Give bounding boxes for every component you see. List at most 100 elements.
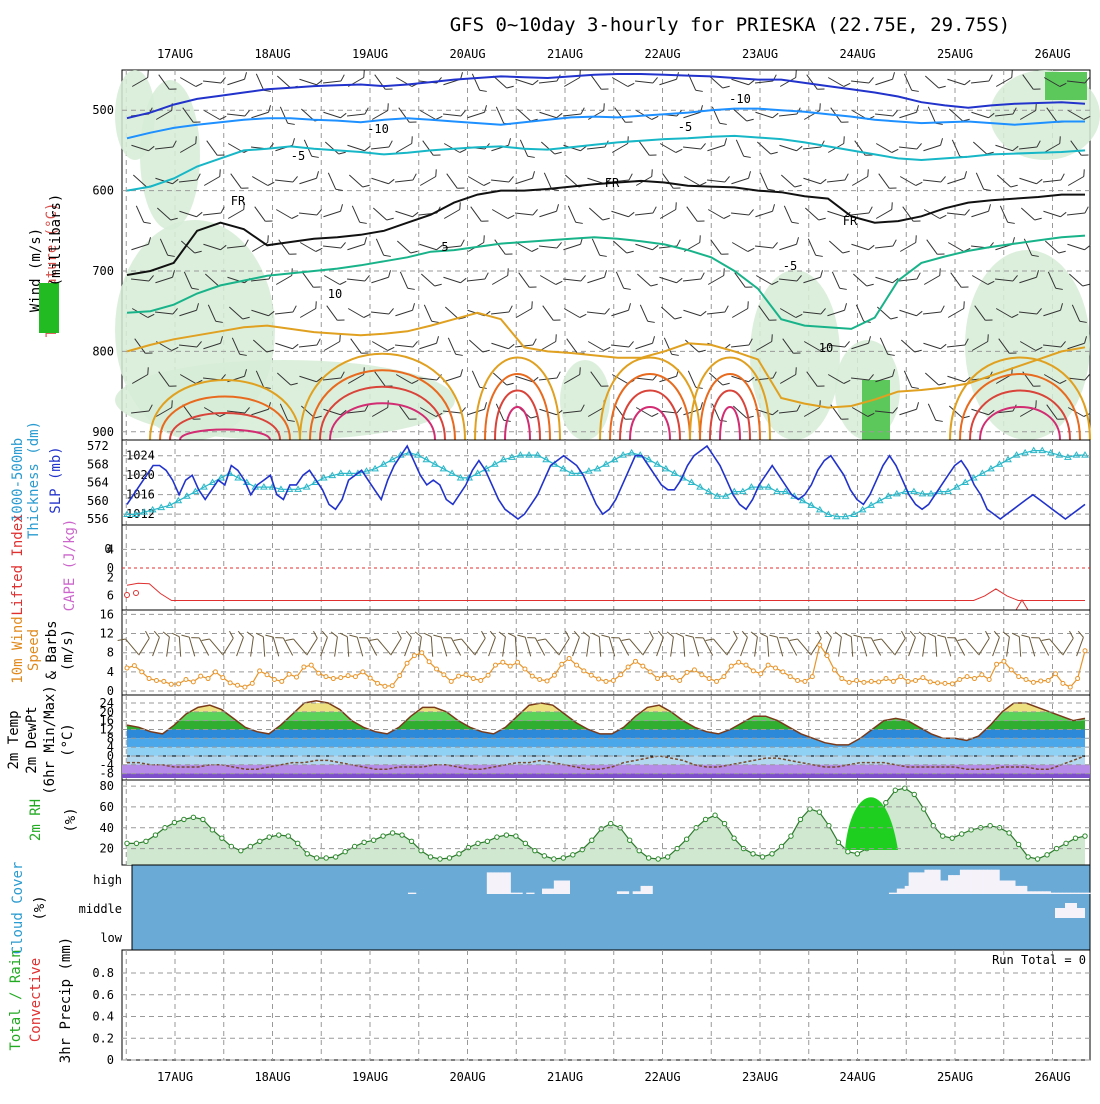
thickness-marker [815,505,824,513]
high-cloud-cell [1042,891,1048,894]
thickness-marker [1021,448,1030,456]
upper-wind-barb [492,75,514,89]
thickness-marker [910,487,918,495]
upper-barb-staff [1067,110,1085,120]
wind10-speed-marker [559,661,565,667]
upper-wind-barb [827,303,847,317]
wind10-barb [656,630,664,657]
upper-barb-staff [946,344,966,348]
upper-barb-staff [994,278,1014,282]
upper-barb-staff [495,106,505,124]
high-cloud-cell [975,869,981,894]
upper-wind-barb [659,276,683,284]
upper-barb-staff [1019,341,1037,351]
upper-barb-staff [347,374,365,384]
wind10-barb-flag [1069,630,1074,639]
upper-barb-staff [132,174,148,188]
wind10-barb-staff [377,638,391,655]
upper-barb-flag [748,338,753,346]
wind10-barb-flag [117,638,126,641]
upper-barb-staff [538,80,558,84]
upper-barb-flag [316,79,323,86]
precip-label-convective-line: Convective [28,958,44,1042]
wind10-barb-staff [766,636,770,657]
upper-wind-barb [183,271,199,290]
upper-wind-barb [326,305,345,321]
upper-barb-flag [652,206,657,214]
upper-barb-flag [531,247,539,252]
thickness-marker [362,467,371,474]
high-cloud-cell [979,869,984,894]
upper-barb-staff [327,172,337,190]
wind10-barb-flag [498,631,506,638]
wind10-speed-marker [714,678,720,684]
upper-barb-flag [1009,352,1017,354]
upper-barb-staff [228,306,244,320]
lifted-index-marker [133,590,139,596]
upper-barb-flag [1010,184,1018,188]
rh-marker [399,832,405,838]
cloud-row-label-middle: middle [79,902,122,916]
upper-barb-flag [651,412,659,417]
wind10-barb-staff [1062,637,1074,656]
upper-barb-flag [407,287,415,290]
high-cloud-cell [616,891,622,894]
upper-barb-flag [311,155,319,158]
thickness-ytick-572: 572 [87,439,109,453]
wind10-barb-flag [1021,634,1030,638]
wind10-speed-marker [507,663,513,669]
precip-label-unit-line: 3hr Precip (mm) [58,937,74,1063]
upper-barb-flag [796,237,799,245]
upper-barb-flag [148,404,153,412]
upper-barb-flag [388,308,394,315]
upper-wind-barb [471,73,487,92]
thickness-marker [1012,451,1021,458]
wind10-barb-staff [586,636,590,657]
upper-barb-staff [516,108,532,122]
upper-barb-flag [316,209,322,216]
isotherm-label-4: FR [231,194,246,208]
upper-barb-flag [603,103,605,111]
upper-barb-flag [722,85,730,89]
rh-marker [750,851,756,857]
upper-wind-barb [1067,169,1085,186]
upper-barb-staff [708,372,724,386]
upper-wind-barb [590,74,609,90]
thickness-marker [200,483,208,490]
upper-barb-staff [802,146,822,150]
upper-barb-staff [395,309,413,317]
upper-barb-staff [543,172,553,190]
thickness-ytick-568: 568 [87,457,109,471]
thickness-marker [1072,451,1081,458]
isotherm-label-1: -10 [367,122,389,136]
wind10-barb [191,637,210,656]
upper-wind-barb [279,106,295,125]
upper-barb-staff [634,377,654,381]
rh-marker [181,816,187,823]
thickness-marker [371,464,379,472]
upper-barb-flag [289,253,297,255]
wind10-barb-staff [934,636,938,657]
wind10-speed-marker [802,678,808,684]
upper-barb-staff [755,275,773,285]
wind10-barb-flag [517,634,526,638]
upper-barb-staff [131,308,149,318]
thickness-marker [738,487,747,495]
upper-wind-barb [1042,173,1065,183]
upper-barb-staff [852,273,868,287]
upper-wind-barb [491,138,511,152]
high-cloud-cell [912,872,917,894]
upper-wind-barb [443,143,467,153]
thickness-marker [807,501,816,508]
upper-wind-barb [755,275,779,285]
thickness-marker [508,453,516,460]
rh2m-label-line: 2m RH [28,799,44,841]
rh-marker [1015,841,1022,848]
upper-barb-staff [900,339,916,353]
upper-barb-flag [316,171,319,179]
high-cloud-cell [411,892,417,894]
wind10-barb-flag [685,634,694,638]
thickness-marker [610,455,619,463]
upper-barb-staff [636,273,652,287]
upper-wind-barb [298,338,321,348]
